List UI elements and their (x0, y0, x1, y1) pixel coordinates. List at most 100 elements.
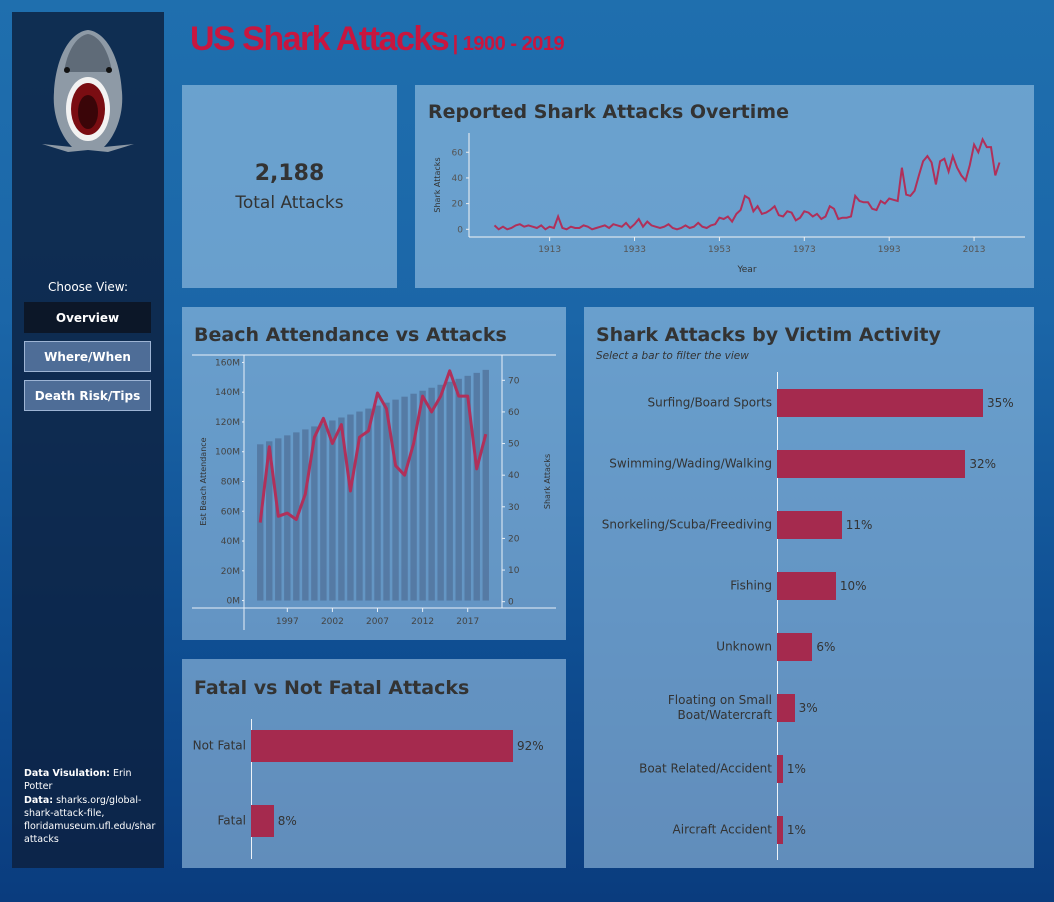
y-tick-label: 100M (215, 448, 240, 458)
attendance-bar (356, 411, 363, 601)
kpi-value: 2,188 (254, 161, 325, 186)
category-label: Fishing (730, 578, 772, 593)
attendance-bar (473, 372, 480, 601)
attack-line (493, 136, 1001, 231)
credit-label: Data: (24, 795, 54, 806)
category-label: Snorkeling/Scuba/Freediving (601, 517, 772, 532)
y-axis-label: Shark Attacks (433, 157, 442, 212)
chart-title: Reported Shark Attacks Overtime (428, 101, 789, 123)
attendance-bar (275, 438, 282, 601)
y-tick-label: 40M (221, 537, 240, 547)
attendance-bar (374, 405, 381, 601)
value-label: 8% (277, 814, 297, 828)
x-tick-label: 1933 (623, 245, 646, 255)
category-label: Not Fatal (192, 738, 246, 753)
value-label: 32% (969, 457, 996, 471)
attack-line (258, 369, 488, 523)
line-panel: Reported Shark Attacks Overtime (415, 85, 1034, 288)
page-title: US Shark Attacks (190, 20, 450, 58)
category-label: Boat Related/Accident (639, 761, 772, 776)
y-tick-label: 160M (215, 358, 240, 368)
value-label: 3% (798, 701, 818, 715)
attendance-bar (311, 426, 318, 601)
y-tick-label: 60 (452, 148, 464, 158)
y2-tick-label: 10 (508, 566, 520, 576)
bar (777, 450, 966, 478)
category-label: Floating on Small Boat/Watercraft (667, 693, 772, 722)
credit-text: sharks.org/global-shark-attack-file, flo… (24, 795, 156, 845)
y-tick-label: 120M (215, 418, 240, 428)
sidebar: Choose View: Overview Where/When Death R… (12, 12, 164, 868)
attendance-bar (320, 423, 327, 601)
attendance-bar (410, 393, 417, 601)
y2-tick-label: 50 (508, 440, 520, 450)
chart-title: Shark Attacks by Victim Activity (596, 324, 941, 346)
view-button[interactable]: Where/When (24, 341, 151, 372)
bar-axis (251, 719, 252, 859)
y-tick-label: 0M (227, 597, 241, 607)
bar (777, 633, 813, 661)
category-label: Surfing/Board Sports (647, 395, 772, 410)
page-subtitle: | 1900 - 2019 (452, 33, 565, 55)
attendance-bar (365, 408, 372, 601)
value-label: 35% (987, 396, 1014, 410)
bar (777, 572, 836, 600)
attendance-bar (446, 381, 453, 601)
attendance-bar (482, 369, 489, 601)
bar (777, 755, 783, 783)
value-label: 10% (839, 579, 867, 593)
y2-tick-label: 70 (508, 376, 520, 386)
x-tick-label: 1973 (793, 245, 816, 255)
x-axis-label: Year (736, 265, 756, 275)
kpi-label: Total Attacks (235, 193, 344, 213)
bar (777, 389, 983, 417)
x-tick-label: 2013 (963, 245, 986, 255)
attendance-bar (329, 420, 336, 601)
chart-title: Beach Attendance vs Attacks (194, 324, 507, 346)
attendance-bar (419, 390, 426, 601)
attendance-bar (284, 435, 291, 601)
y-axis-label: Est Beach Attendance (199, 437, 208, 525)
attendance-bar (401, 396, 408, 601)
attendance-bar (302, 429, 309, 601)
attendance-bar (392, 399, 399, 601)
fatal-panel: Fatal vs Not Fatal Attacks Not Fatal 92% F… (182, 659, 566, 868)
activity-panel: Shark Attacks by Victim Activity Select … (584, 307, 1034, 868)
view-button[interactable]: Death Risk/Tips (24, 380, 151, 411)
y-tick-label: 20M (221, 567, 240, 577)
category-label: Unknown (716, 639, 772, 654)
y-tick-label: 140M (215, 388, 240, 398)
y-tick-label: 60M (221, 507, 240, 517)
bar (251, 730, 513, 762)
bar (777, 694, 795, 722)
y2-tick-label: 20 (508, 534, 520, 544)
x-tick-label: 2017 (456, 617, 479, 627)
view-prompt: Choose View: (48, 280, 128, 294)
value-label: 1% (786, 823, 806, 837)
y2-tick-label: 40 (508, 471, 520, 481)
shark-image (42, 30, 134, 152)
credit-text: Erin Potter (24, 768, 132, 792)
x-tick-label: 2012 (411, 617, 434, 627)
bar-axis (777, 372, 778, 860)
category-label: Aircraft Accident (672, 822, 772, 837)
chart-title: Fatal vs Not Fatal Attacks (194, 677, 470, 699)
credit-label: Data Visulation: (24, 768, 110, 779)
view-button[interactable]: Overview (24, 302, 151, 333)
y-tick-label: 20 (452, 200, 464, 210)
value-label: 1% (786, 762, 806, 776)
attendance-bar (347, 414, 354, 601)
bar (777, 816, 783, 844)
x-tick-label: 1997 (276, 617, 299, 627)
category-label: Swimming/Wading/Walking (609, 456, 772, 471)
y2-tick-label: 60 (508, 408, 520, 418)
bar (777, 511, 842, 539)
value-label: 6% (816, 640, 836, 654)
attendance-bar (338, 417, 345, 601)
bar (251, 805, 274, 837)
attendance-bar (437, 384, 444, 601)
attendance-bar (266, 441, 273, 601)
y2-axis-label: Shark Attacks (543, 454, 552, 509)
